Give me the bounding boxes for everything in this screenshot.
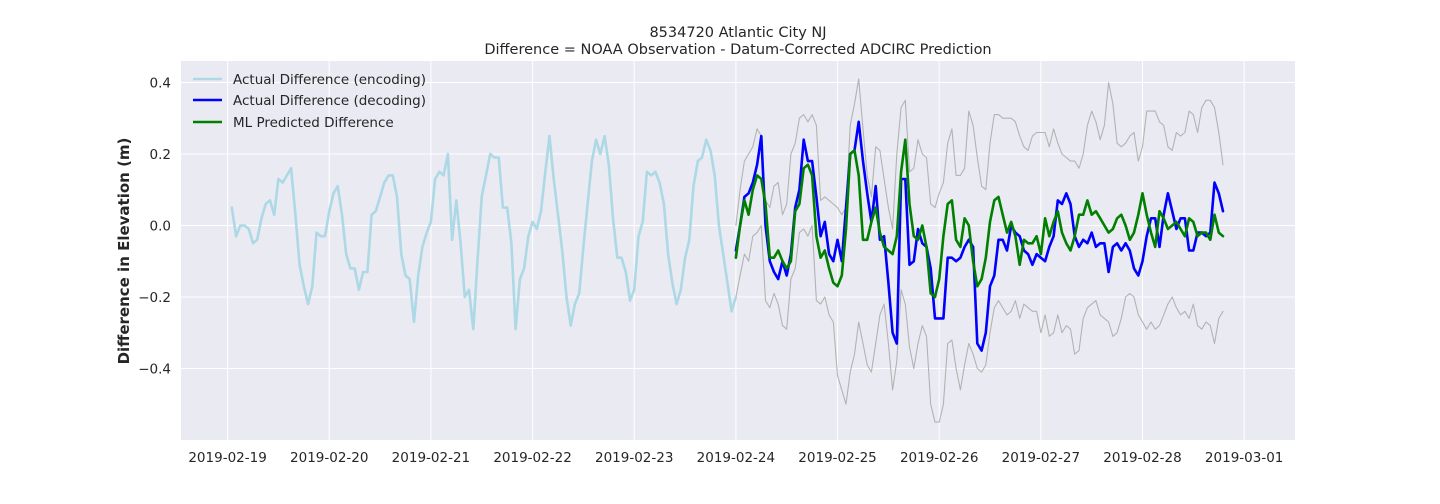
- y-axis: 0.4 0.2 0.0 −0.2 −0.4: [138, 75, 171, 377]
- x-tick-label: 2019-02-25: [798, 450, 876, 466]
- x-tick-label: 2019-02-22: [493, 450, 571, 466]
- series-line-decoding: [734, 120, 1225, 352]
- legend-label-encoding: Actual Difference (encoding): [233, 72, 426, 88]
- x-tick-label: 2019-02-24: [697, 450, 775, 466]
- y-tick-label: 0.2: [150, 147, 171, 163]
- chart-subtitle: Difference = NOAA Observation - Datum-Co…: [484, 42, 991, 58]
- series-layer: [230, 78, 1225, 423]
- x-tick-label: 2019-02-26: [900, 450, 978, 466]
- chart-title: 8534720 Atlantic City NJ: [649, 25, 826, 41]
- legend-label-ml: ML Predicted Difference: [233, 115, 394, 131]
- series-line-upper-bound: [735, 78, 1224, 230]
- x-tick-label: 2019-02-28: [1103, 450, 1181, 466]
- x-tick-label: 2019-02-21: [392, 450, 470, 466]
- legend-label-decoding: Actual Difference (decoding): [233, 93, 426, 109]
- y-tick-label: −0.4: [138, 361, 171, 377]
- y-tick-label: 0.4: [150, 75, 171, 91]
- x-tick-label: 2019-02-27: [1002, 450, 1080, 466]
- x-tick-label: 2019-03-01: [1205, 450, 1283, 466]
- series-line-encoding: [230, 134, 738, 331]
- y-tick-label: 0.0: [150, 218, 171, 234]
- y-axis-label: Difference in Elevation (m): [115, 138, 133, 365]
- series-line-ml: [734, 138, 1225, 299]
- x-axis: 2019-02-19 2019-02-20 2019-02-21 2019-02-22…: [188, 450, 1283, 466]
- x-tick-label: 2019-02-19: [188, 450, 266, 466]
- y-tick-label: −0.2: [138, 290, 171, 306]
- x-tick-label: 2019-02-23: [595, 450, 673, 466]
- legend: Actual Difference (encoding) Actual Diff…: [193, 72, 426, 131]
- series-line-lower-bound: [735, 224, 1224, 423]
- grid: [181, 61, 1295, 440]
- x-tick-label: 2019-02-20: [290, 450, 368, 466]
